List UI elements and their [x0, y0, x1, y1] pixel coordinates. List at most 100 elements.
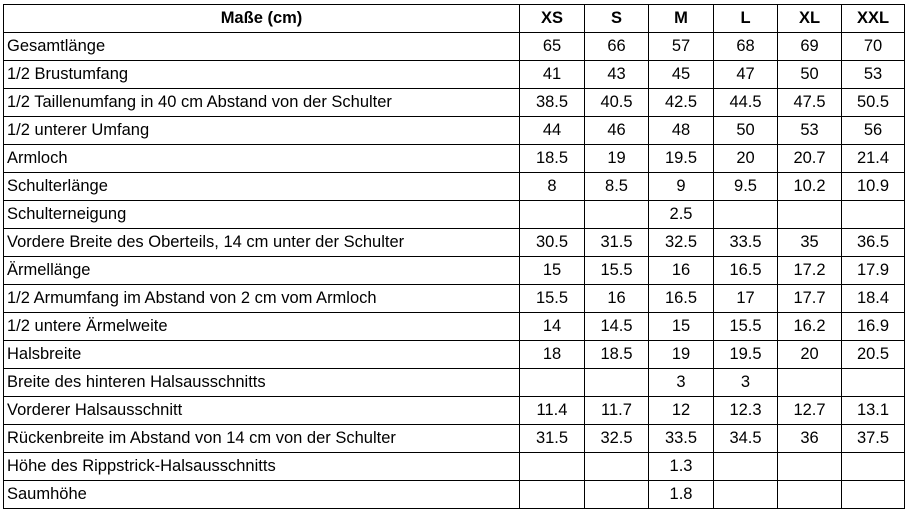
value-cell-m: 45 — [648, 60, 714, 89]
value-cell-s: 14.5 — [584, 312, 649, 341]
value-cell-m: 16 — [648, 256, 714, 285]
value-cell-s — [584, 200, 649, 229]
table-row: Gesamtlänge 65 66 57 68 69 70 — [3, 32, 905, 61]
value-cell-xs — [519, 480, 585, 509]
header-size-xs: XS — [519, 4, 585, 33]
value-cell-xxl: 20.5 — [841, 340, 905, 369]
value-cell-s: 32.5 — [584, 424, 649, 453]
value-cell-s: 40.5 — [584, 88, 649, 117]
measurement-label: Vorderer Halsausschnitt — [3, 396, 520, 425]
value-cell-xxl: 13.1 — [841, 396, 905, 425]
table-row: Saumhöhe 1.8 — [3, 480, 905, 509]
value-cell-l: 17 — [713, 284, 778, 313]
value-cell-xxl: 53 — [841, 60, 905, 89]
value-cell-m: 42.5 — [648, 88, 714, 117]
value-cell-l: 16.5 — [713, 256, 778, 285]
value-cell-m: 32.5 — [648, 228, 714, 257]
value-cell-xs: 18 — [519, 340, 585, 369]
value-cell-xl: 10.2 — [777, 172, 842, 201]
value-cell-xs: 65 — [519, 32, 585, 61]
table-body: Gesamtlänge 65 66 57 68 69 70 1/2 Brustumfang 41… — [3, 32, 905, 509]
value-cell-s — [584, 480, 649, 509]
value-cell-s: 43 — [584, 60, 649, 89]
value-cell-m: 15 — [648, 312, 714, 341]
value-cell-m: 1.3 — [648, 452, 714, 481]
value-cell-m: 19.5 — [648, 144, 714, 173]
value-cell-l: 19.5 — [713, 340, 778, 369]
value-cell-xs: 44 — [519, 116, 585, 145]
value-cell-s — [584, 368, 649, 397]
value-cell-xl: 20 — [777, 340, 842, 369]
value-cell-xl: 69 — [777, 32, 842, 61]
header-measure: Maße (cm) — [3, 4, 520, 33]
value-cell-xl: 17.7 — [777, 284, 842, 313]
value-cell-xxl: 18.4 — [841, 284, 905, 313]
value-cell-xs: 31.5 — [519, 424, 585, 453]
value-cell-xl — [777, 200, 842, 229]
measurement-label: Schulterneigung — [3, 200, 520, 229]
value-cell-xxl: 70 — [841, 32, 905, 61]
header-row: Maße (cm) XS S M L XL XXL — [3, 4, 905, 33]
value-cell-m: 9 — [648, 172, 714, 201]
value-cell-m: 48 — [648, 116, 714, 145]
value-cell-xxl: 17.9 — [841, 256, 905, 285]
value-cell-xs: 38.5 — [519, 88, 585, 117]
value-cell-xl: 47.5 — [777, 88, 842, 117]
value-cell-s: 15.5 — [584, 256, 649, 285]
value-cell-xl — [777, 452, 842, 481]
value-cell-xxl — [841, 452, 905, 481]
measurement-label: Halsbreite — [3, 340, 520, 369]
value-cell-xxl — [841, 368, 905, 397]
value-cell-s: 18.5 — [584, 340, 649, 369]
measurement-label: 1/2 untere Ärmelweite — [3, 312, 520, 341]
table-row: Vordere Breite des Oberteils, 14 cm unte… — [3, 228, 905, 257]
value-cell-s: 46 — [584, 116, 649, 145]
value-cell-xs: 41 — [519, 60, 585, 89]
table-row: Höhe des Rippstrick-Halsausschnitts 1.3 — [3, 452, 905, 481]
measurement-label: Schulterlänge — [3, 172, 520, 201]
table-row: Schulterlänge 8 8.5 9 9.5 10.2 10.9 — [3, 172, 905, 201]
value-cell-xl: 53 — [777, 116, 842, 145]
value-cell-xxl — [841, 200, 905, 229]
table-row: Ärmellänge 15 15.5 16 16.5 17.2 17.9 — [3, 256, 905, 285]
table-row: Armloch 18.5 19 19.5 20 20.7 21.4 — [3, 144, 905, 173]
value-cell-l: 9.5 — [713, 172, 778, 201]
value-cell-l: 68 — [713, 32, 778, 61]
value-cell-m: 12 — [648, 396, 714, 425]
measurement-label: Armloch — [3, 144, 520, 173]
value-cell-xxl: 56 — [841, 116, 905, 145]
value-cell-s: 11.7 — [584, 396, 649, 425]
value-cell-s: 19 — [584, 144, 649, 173]
value-cell-xxl: 16.9 — [841, 312, 905, 341]
value-cell-xl: 17.2 — [777, 256, 842, 285]
header-size-l: L — [713, 4, 778, 33]
value-cell-xl: 50 — [777, 60, 842, 89]
value-cell-xs: 14 — [519, 312, 585, 341]
value-cell-m: 57 — [648, 32, 714, 61]
value-cell-l: 12.3 — [713, 396, 778, 425]
measurement-label: Höhe des Rippstrick-Halsausschnitts — [3, 452, 520, 481]
value-cell-xxl: 36.5 — [841, 228, 905, 257]
table-row: 1/2 Taillenumfang in 40 cm Abstand von d… — [3, 88, 905, 117]
value-cell-m: 19 — [648, 340, 714, 369]
value-cell-xs: 8 — [519, 172, 585, 201]
table-row: Halsbreite 18 18.5 19 19.5 20 20.5 — [3, 340, 905, 369]
measurement-label: Rückenbreite im Abstand von 14 cm von de… — [3, 424, 520, 453]
table-row: 1/2 unterer Umfang 44 46 48 50 53 56 — [3, 116, 905, 145]
value-cell-xl: 12.7 — [777, 396, 842, 425]
value-cell-xxl — [841, 480, 905, 509]
value-cell-s: 16 — [584, 284, 649, 313]
table-row: 1/2 Brustumfang 41 43 45 47 50 53 — [3, 60, 905, 89]
value-cell-xl: 16.2 — [777, 312, 842, 341]
value-cell-m: 3 — [648, 368, 714, 397]
table-row: Breite des hinteren Halsausschnitts 3 3 — [3, 368, 905, 397]
table-row: 1/2 untere Ärmelweite 14 14.5 15 15.5 16.2 16.… — [3, 312, 905, 341]
value-cell-xs: 11.4 — [519, 396, 585, 425]
value-cell-l — [713, 480, 778, 509]
header-size-s: S — [584, 4, 649, 33]
value-cell-l: 20 — [713, 144, 778, 173]
value-cell-l: 33.5 — [713, 228, 778, 257]
value-cell-xs: 18.5 — [519, 144, 585, 173]
table-row: 1/2 Armumfang im Abstand von 2 cm vom Ar… — [3, 284, 905, 313]
value-cell-xs: 15.5 — [519, 284, 585, 313]
